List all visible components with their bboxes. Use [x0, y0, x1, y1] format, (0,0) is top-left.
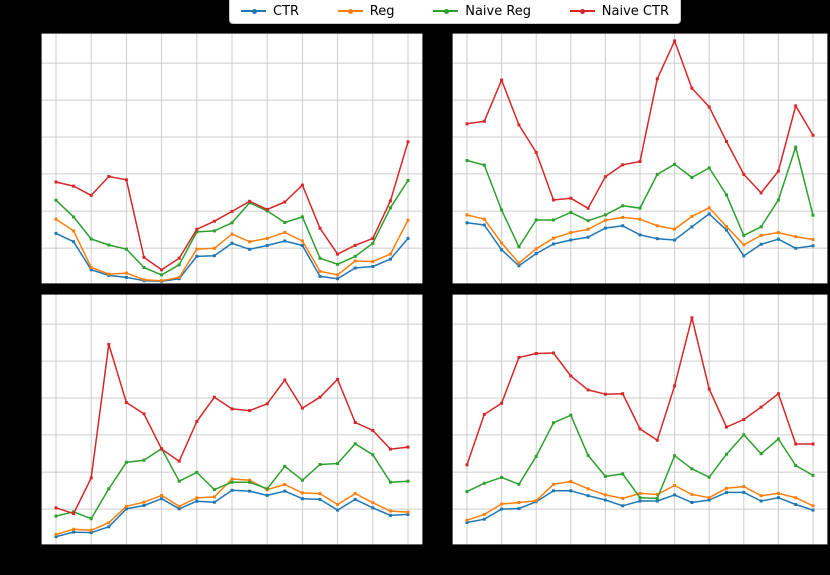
legend-entry-naive-ctr: Naive CTR [569, 1, 669, 19]
subplot-bottom-left-chart [40, 293, 424, 546]
subplot-bottom-left [40, 293, 424, 546]
subplot-top-right-chart [451, 32, 829, 285]
legend-entry-naive-reg: Naive Reg [433, 1, 531, 19]
subplot-top-left-chart [40, 32, 424, 285]
subplot-top-right [451, 32, 829, 285]
legend-label-naive-ctr: Naive CTR [601, 3, 669, 19]
subplot-bottom-right [451, 293, 829, 546]
legend: CTR Reg Naive Reg Naive CTR [229, 0, 681, 24]
legend-entry-reg: Reg [337, 1, 395, 19]
reg-line-icon [337, 7, 363, 15]
ctr-line-icon [241, 7, 266, 15]
naive-reg-line-icon [433, 7, 459, 15]
legend-entry-ctr: CTR [241, 1, 299, 19]
subplot-top-left [40, 32, 424, 285]
legend-label-naive-reg: Naive Reg [465, 3, 532, 19]
legend-label-reg: Reg [369, 3, 395, 19]
subplot-bottom-right-chart [451, 293, 829, 546]
legend-label-ctr: CTR [273, 3, 300, 19]
naive-ctr-line-icon [569, 7, 595, 15]
